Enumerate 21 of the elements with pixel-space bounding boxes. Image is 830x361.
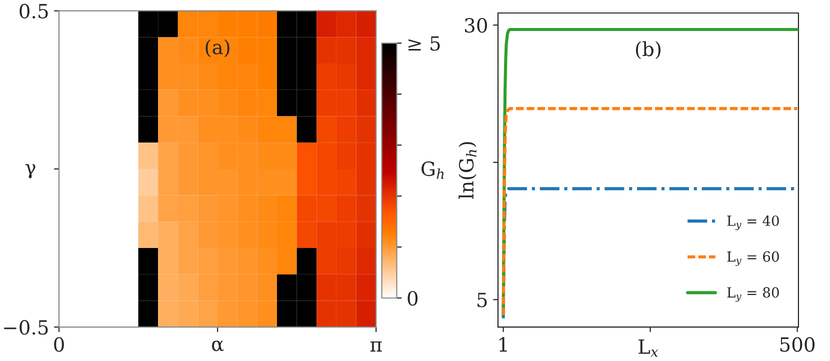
y-tick-label: 5 <box>478 292 487 308</box>
y-tick-label: 0.5 <box>20 4 48 18</box>
color-bar-label: ≥ 5 <box>408 36 440 51</box>
color-bar-title: G$_{h}$ <box>422 161 444 179</box>
x-axis-title: L$_{x}$ <box>638 340 658 357</box>
x-axis-title: α <box>212 340 224 352</box>
x-tick-label: 1 <box>499 337 507 352</box>
legend-label: L$_{y}$ = 80 <box>727 287 779 302</box>
y-tick-label: 30 <box>465 18 487 33</box>
line-series <box>502 107 798 317</box>
annotation: (b) <box>636 41 660 60</box>
x-tick-label: π <box>370 341 382 352</box>
annotation: (a) <box>206 39 230 58</box>
x-tick-label: 500 <box>780 337 815 352</box>
y-tick-label: −0.5 <box>4 320 48 335</box>
legend-label: L$_{y}$ = 60 <box>727 251 779 266</box>
legend-label: L$_{y}$ = 40 <box>727 215 779 230</box>
color-bar-label: 0 <box>408 290 418 306</box>
x-tick-label: 0 <box>54 337 64 352</box>
y-axis-title: ln(G$_{h}$) <box>458 142 476 199</box>
y-axis-title: γ <box>25 164 36 178</box>
